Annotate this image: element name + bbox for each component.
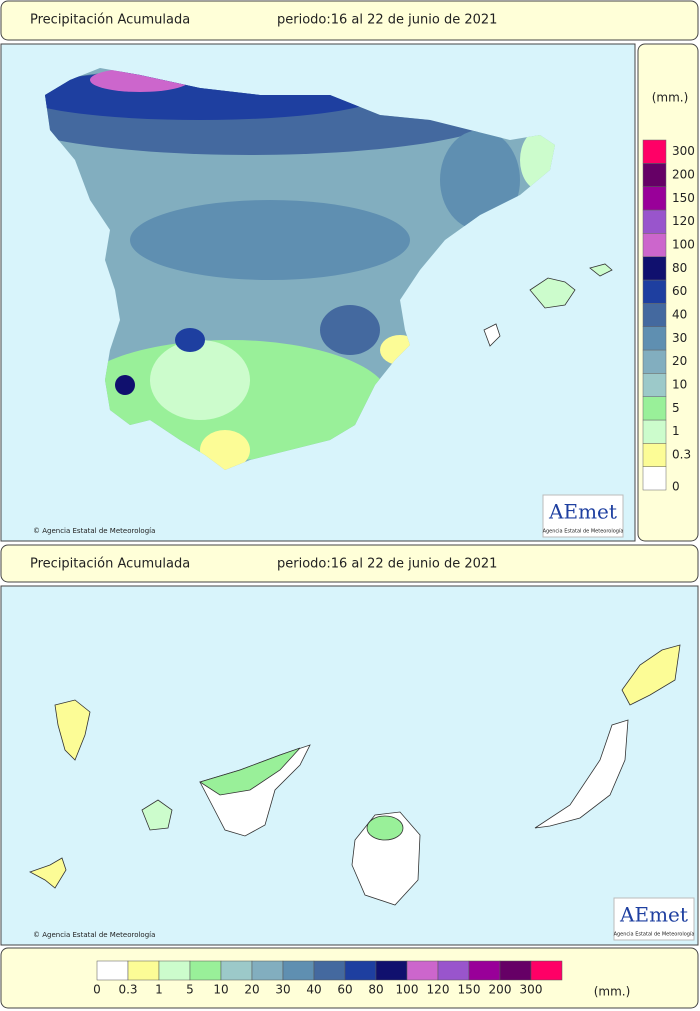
legend-label: 0 — [93, 983, 101, 997]
legend-label: 0.3 — [118, 983, 137, 997]
logo-sub: Agencia Estatal de Meteorología — [614, 931, 695, 938]
legend-label: 30 — [275, 983, 290, 997]
logo: AEmet — [619, 903, 688, 927]
legend-swatch — [642, 163, 667, 187]
legend-label: 60 — [672, 284, 687, 298]
legend-swatch — [642, 209, 667, 234]
period: periodo:16 al 22 de junio de 2021 — [277, 13, 497, 28]
legend-label: 100 — [672, 238, 695, 252]
legend-label: 100 — [396, 983, 419, 997]
legend-swatch — [642, 326, 667, 351]
legend-swatch — [642, 419, 667, 444]
legend-label: 0 — [672, 480, 680, 494]
legend-swatch — [642, 349, 667, 374]
legend-swatch — [437, 960, 470, 981]
legend-swatch — [468, 960, 501, 981]
legend-swatch — [642, 186, 667, 211]
vertical-legend: 0 0.3 1 5 10 20 30 40 60 80 100 120 150 200 300 — [642, 139, 695, 494]
legend-swatch — [313, 960, 346, 981]
legend-label: 120 — [672, 214, 695, 228]
legend-label: 200 — [672, 168, 695, 182]
legend-swatch — [530, 960, 563, 981]
legend-swatch — [642, 443, 667, 467]
legend-label: 120 — [427, 983, 450, 997]
ibiza — [483, 323, 501, 347]
legend-swatch — [499, 960, 532, 981]
logo-box — [542, 494, 624, 538]
legend-label: 300 — [520, 983, 543, 997]
credit: © Agencia Estatal de Meteorología — [33, 931, 155, 939]
legend-swatch — [251, 960, 284, 981]
title: Precipitación Acumulada — [30, 13, 190, 28]
legend-swatch — [189, 960, 222, 981]
legend-label: 80 — [672, 261, 687, 275]
legend-label: 80 — [368, 983, 383, 997]
legend-swatch — [375, 960, 408, 981]
legend-label: 1 — [155, 983, 163, 997]
legend-label: 150 — [458, 983, 481, 997]
legend-label: 10 — [213, 983, 228, 997]
legend-swatch — [642, 396, 667, 421]
menorca — [589, 263, 613, 277]
legend-label: 1 — [672, 424, 680, 438]
legend-label: 300 — [672, 144, 695, 158]
legend-label: 200 — [489, 983, 512, 997]
legend-swatch — [642, 139, 667, 164]
legend-swatch — [642, 279, 667, 304]
legend-swatch — [642, 466, 667, 491]
legend-swatch — [642, 303, 667, 327]
title: Precipitación Acumulada — [30, 557, 190, 572]
canary-islands — [29, 644, 681, 906]
logo: AEmet — [548, 500, 617, 524]
logo-box — [613, 897, 695, 941]
map-panel — [0, 585, 699, 946]
horizontal-legend: 0 0.3 1 5 10 20 30 40 60 80 100 120 150 200 300 — [93, 960, 563, 997]
legend-swatch — [344, 960, 377, 981]
legend-label: 10 — [672, 378, 687, 392]
legend-swatch — [158, 960, 191, 981]
credit: © Agencia Estatal de Meteorología — [33, 527, 155, 535]
legend-label: 30 — [672, 331, 687, 345]
legend-swatch — [127, 960, 160, 981]
header-bar — [0, 0, 699, 41]
period: periodo:16 al 22 de junio de 2021 — [277, 557, 497, 572]
logo-sub: Agencia Estatal de Meteorología — [543, 528, 624, 535]
legend-label: 60 — [337, 983, 352, 997]
legend-label: 40 — [306, 983, 321, 997]
legend-unit: (mm.) — [652, 91, 689, 105]
legend-swatch — [220, 960, 253, 981]
legend-swatch — [96, 960, 129, 981]
mallorca — [529, 277, 576, 309]
legend-label: 0.3 — [672, 448, 691, 462]
legend-label: 20 — [244, 983, 259, 997]
legend-label: 5 — [186, 983, 194, 997]
legend-label: 20 — [672, 354, 687, 368]
legend-label: 150 — [672, 191, 695, 205]
legend-swatch — [642, 373, 667, 397]
legend-swatch — [642, 233, 667, 257]
header-bar — [0, 544, 699, 583]
legend-label: 40 — [672, 308, 687, 322]
legend-label: 5 — [672, 401, 680, 415]
legend-swatch — [282, 960, 315, 981]
legend-swatch — [642, 256, 667, 281]
legend-unit: (mm.) — [594, 985, 631, 999]
legend-swatch — [406, 960, 439, 981]
